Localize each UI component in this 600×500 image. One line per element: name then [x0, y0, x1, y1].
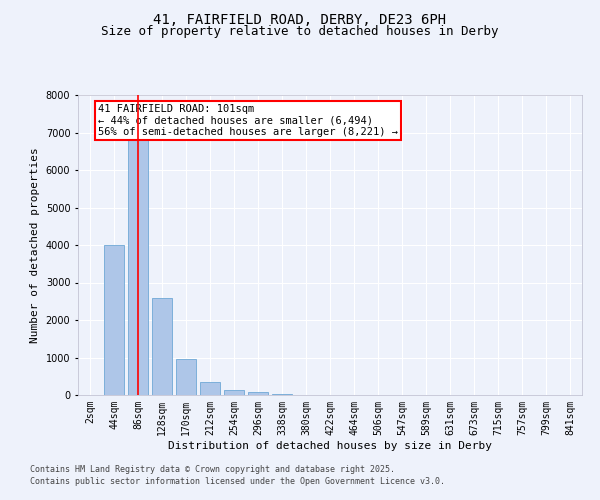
Bar [224, 390, 244, 395]
Bar [272, 394, 292, 395]
Text: Contains HM Land Registry data © Crown copyright and database right 2025.: Contains HM Land Registry data © Crown c… [30, 465, 395, 474]
Bar [128, 114, 148, 395]
Y-axis label: Number of detached properties: Number of detached properties [30, 147, 40, 343]
Text: 41 FAIRFIELD ROAD: 101sqm
← 44% of detached houses are smaller (6,494)
56% of se: 41 FAIRFIELD ROAD: 101sqm ← 44% of detac… [98, 104, 398, 137]
Bar [176, 360, 196, 395]
Bar [200, 382, 220, 395]
Bar [104, 245, 124, 395]
Text: Contains public sector information licensed under the Open Government Licence v3: Contains public sector information licen… [30, 478, 445, 486]
Text: 41, FAIRFIELD ROAD, DERBY, DE23 6PH: 41, FAIRFIELD ROAD, DERBY, DE23 6PH [154, 12, 446, 26]
Bar [152, 298, 172, 395]
X-axis label: Distribution of detached houses by size in Derby: Distribution of detached houses by size … [168, 440, 492, 450]
Text: Size of property relative to detached houses in Derby: Size of property relative to detached ho… [101, 25, 499, 38]
Bar [248, 392, 268, 395]
